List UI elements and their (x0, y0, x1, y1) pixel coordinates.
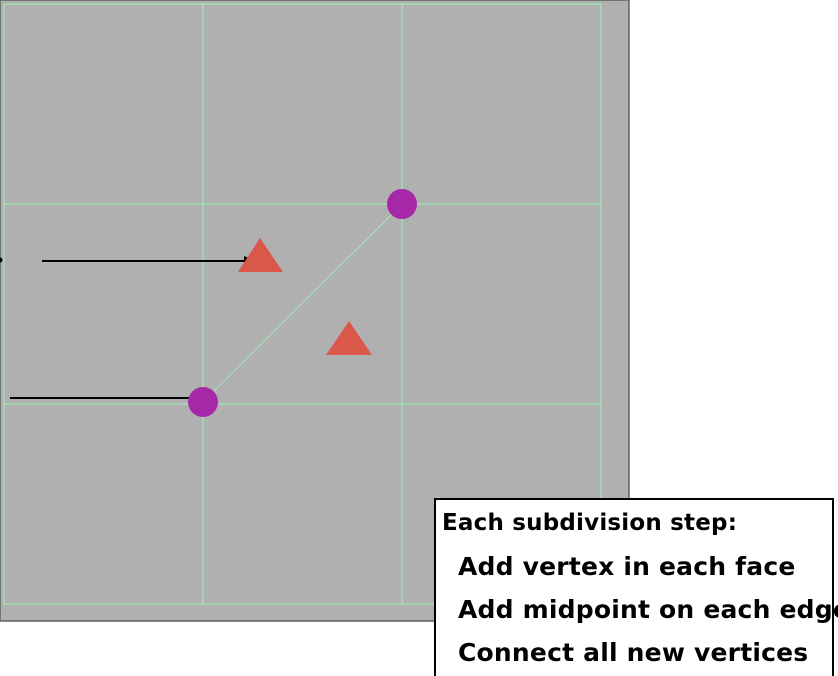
vertex-circle-icon (188, 387, 218, 417)
grid-lines (3, 3, 602, 605)
face-markers (238, 238, 372, 355)
mesh-panel (0, 0, 630, 622)
caption-steps: Add vertex in each face Add midpoint on … (442, 545, 838, 674)
face-triangle-icon (238, 238, 283, 272)
diagonal-edge (202, 203, 403, 403)
caption-step: Add midpoint on each edge (458, 595, 838, 624)
face-triangle-icon (326, 321, 372, 355)
caption-title: Each subdivision step: (442, 510, 738, 536)
caption-step: Add vertex in each face (458, 552, 796, 581)
arrows (10, 256, 256, 403)
arrow-tail-dot-icon (0, 257, 3, 263)
vertex-circle-icon (387, 189, 417, 219)
vertex-markers (188, 189, 417, 417)
caption-step: Connect all new vertices (458, 638, 809, 667)
caption-box: Each subdivision step: Add vertex in eac… (434, 498, 838, 676)
